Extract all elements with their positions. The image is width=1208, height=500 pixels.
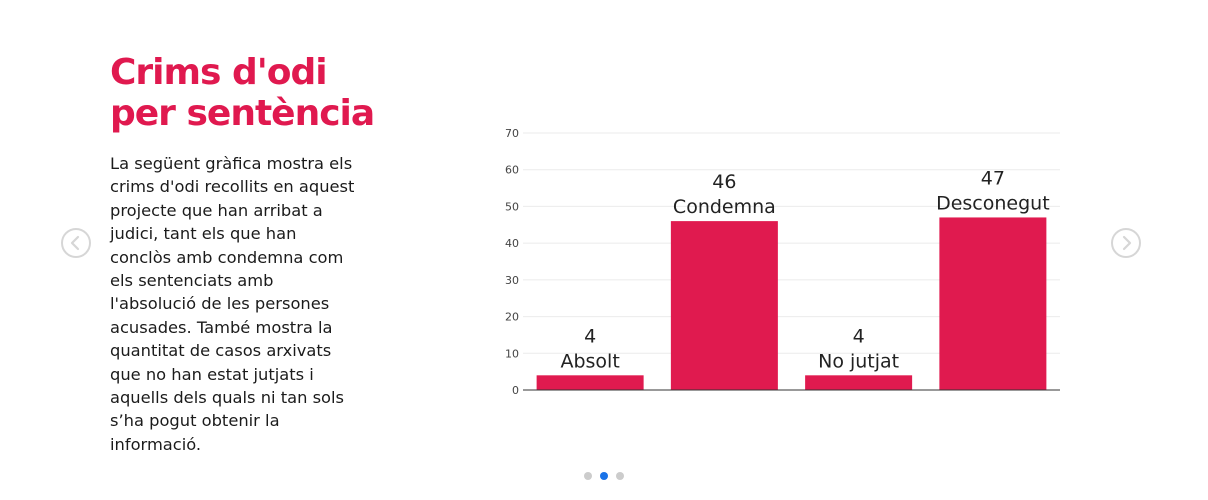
data-label-category: Condemna [673, 196, 776, 218]
description-line: aquells dels quals ni tan sols [110, 388, 345, 408]
carousel-dot[interactable] [616, 472, 624, 480]
description-line: acusades. També mostra la [110, 317, 333, 337]
y-tick-label: 50 [505, 200, 519, 213]
y-tick-label: 60 [505, 164, 519, 177]
description-line: La següent gràfica mostra els [110, 154, 353, 173]
chevron-right-icon [1122, 235, 1132, 251]
carousel-dot[interactable] [584, 472, 592, 480]
data-label-value: 4 [584, 325, 596, 347]
carousel-dot[interactable] [600, 472, 608, 480]
bar [670, 221, 778, 390]
description-line: l'absolució de les persones [110, 294, 330, 314]
data-label-value: 47 [981, 167, 1005, 189]
bar [805, 375, 913, 390]
description-line: crims d'odi recollits en aquest [110, 177, 355, 197]
title-line: Crims d'odi [110, 52, 328, 93]
y-tick-label: 10 [505, 347, 519, 360]
title-line: per sentència [110, 93, 375, 134]
y-tick-label: 20 [505, 311, 519, 324]
chart-description: La següent gràfica mostra els crims d'od… [110, 152, 390, 456]
data-label-value: 46 [712, 171, 736, 193]
y-tick-label: 40 [505, 237, 519, 250]
data-label-category: Desconegut [936, 192, 1050, 214]
data-label-value: 4 [853, 325, 865, 347]
carousel-next-button[interactable] [1111, 228, 1141, 258]
description-line: informació. [110, 434, 202, 454]
description-line: quantitat de casos arxivats [110, 341, 332, 361]
page-title: Crims d'odi per sentència [110, 52, 410, 134]
description-line: conclòs amb condemna com [110, 247, 344, 267]
description-line: judici, tant els que han [110, 224, 297, 244]
y-tick-label: 30 [505, 274, 519, 287]
data-label-category: Absolt [560, 350, 619, 372]
bar [536, 375, 644, 390]
y-tick-label: 70 [505, 127, 519, 140]
y-tick-label: 0 [512, 384, 519, 397]
bar-chart: 0 10 20 30 40 50 60 70 4 Absolt 46 Condemna 4 No jutj… [505, 127, 1060, 397]
chevron-left-icon [70, 235, 80, 251]
description-line: s’ha pogut obtenir la [110, 411, 280, 431]
description-line: els sentenciats amb [110, 271, 274, 291]
data-label-category: No jutjat [818, 350, 899, 372]
description-line: projecte que han arribat a [110, 200, 323, 220]
bar [939, 217, 1047, 390]
description-line: que no han estat jutjats i [110, 364, 314, 384]
carousel-prev-button[interactable] [61, 228, 91, 258]
